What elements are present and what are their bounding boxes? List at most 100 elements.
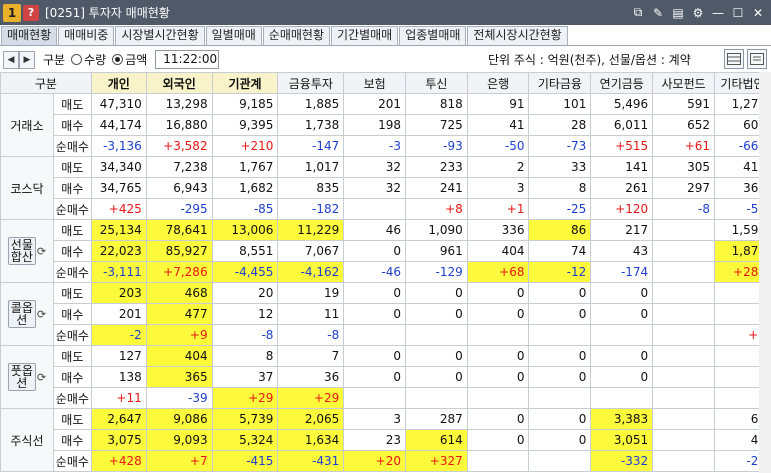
- group-cell[interactable]: 풋옵 션 ⟳: [0, 345, 54, 409]
- group-cell[interactable]: 콜옵 션 ⟳: [0, 282, 54, 346]
- table-cell: 78,641: [145, 219, 213, 241]
- table-cell: -3: [343, 135, 406, 157]
- export-icon[interactable]: [747, 49, 767, 69]
- gear-icon[interactable]: ⚙: [692, 5, 704, 20]
- table-row: 선물 합산 ⟳ 매도 25,134 78,641 13,006 11,229 46 1,090 33…: [0, 219, 771, 283]
- table-cell: +29: [211, 387, 279, 409]
- link-icon[interactable]: ⧉: [633, 5, 643, 19]
- table-cell: 13,298: [145, 93, 213, 115]
- vertical-scrollbar[interactable]: [759, 72, 771, 473]
- table-cell: 0: [466, 303, 530, 325]
- table-cell: -73: [528, 135, 592, 157]
- table-cell: +7,286: [145, 261, 213, 283]
- next-arrow-icon[interactable]: ▶: [19, 50, 35, 69]
- table-cell: -2: [90, 324, 147, 346]
- table-cell: 138: [90, 366, 147, 388]
- group-button[interactable]: 풋옵 션: [7, 363, 36, 391]
- refresh-icon[interactable]: ⟳: [36, 307, 47, 321]
- group-label: 코스닥: [10, 181, 44, 196]
- toolbar: ◀ ▶ 구분 수량 금액 11:22:00: [0, 47, 771, 72]
- column-header[interactable]: 기관계: [211, 72, 279, 94]
- prev-arrow-icon[interactable]: ◀: [3, 50, 19, 69]
- table-cell: 32: [343, 177, 406, 199]
- column-header[interactable]: 구분: [0, 72, 92, 94]
- table-cell: 0: [404, 282, 468, 304]
- column-header[interactable]: 금융투자: [277, 72, 345, 94]
- table-cell: 1,682: [211, 177, 279, 199]
- radio-amount[interactable]: 금액: [112, 51, 147, 68]
- tab-7[interactable]: 전체시장시간현황: [467, 26, 568, 45]
- tab-6[interactable]: 업종별매매: [399, 26, 467, 45]
- group-button[interactable]: 콜옵 션: [7, 300, 36, 328]
- table-cell: 25,134: [90, 219, 147, 241]
- column-header[interactable]: 투신: [404, 72, 468, 94]
- table-cell: -46: [343, 261, 406, 283]
- radio-quantity[interactable]: 수량: [71, 51, 106, 68]
- tab-3[interactable]: 일별매매: [205, 26, 262, 45]
- tab-4[interactable]: 순매매현황: [262, 26, 330, 45]
- minimize-icon[interactable]: —: [712, 5, 724, 20]
- refresh-icon[interactable]: ⟳: [36, 370, 47, 384]
- table-cell: 28: [528, 114, 592, 136]
- column-header[interactable]: 연기금등: [590, 72, 654, 94]
- time-input[interactable]: 11:22:00: [155, 50, 220, 69]
- column-header[interactable]: 개인: [90, 72, 147, 94]
- table-cell: -182: [277, 198, 345, 220]
- column-header[interactable]: 은행: [466, 72, 530, 94]
- table-view-icon[interactable]: [724, 49, 744, 69]
- table-cell: 3: [466, 177, 530, 199]
- close-icon[interactable]: ✕: [752, 5, 764, 20]
- column-header[interactable]: 외국인: [145, 72, 213, 94]
- table-cell: [652, 324, 716, 346]
- table-cell: -25: [528, 198, 592, 220]
- table-cell: 297: [652, 177, 716, 199]
- table-cell: 404: [466, 240, 530, 262]
- radio-amount-dot[interactable]: [112, 54, 124, 65]
- tab-1[interactable]: 매매비중: [58, 26, 115, 45]
- table-cell: +1: [466, 198, 530, 220]
- tab-2[interactable]: 시장별시간현황: [115, 26, 205, 45]
- table-cell: +210: [211, 135, 279, 157]
- tab-0[interactable]: 매매현황: [1, 26, 58, 45]
- column-header[interactable]: 보험: [343, 72, 406, 94]
- table-cell: 86: [528, 219, 592, 241]
- table-cell: [652, 450, 716, 472]
- table-cell: 7,238: [145, 156, 213, 178]
- table-cell: 2,065: [277, 408, 345, 430]
- column-header[interactable]: 사모펀드: [652, 72, 716, 94]
- table-cell: 11,229: [277, 219, 345, 241]
- table-cell: [404, 324, 468, 346]
- column-header[interactable]: 기타금융: [528, 72, 592, 94]
- table-cell: 0: [590, 282, 654, 304]
- tab-5[interactable]: 기간별매매: [331, 26, 399, 45]
- table-cell: -93: [404, 135, 468, 157]
- table-cell: 217: [590, 219, 654, 241]
- table-row: 매수1383653736000006: [1, 366, 771, 388]
- table-cell: +120: [590, 198, 654, 220]
- table-cell: 261: [590, 177, 654, 199]
- group-cell: 주식선: [0, 408, 54, 472]
- table-row: 순매수 +425 -295 -85 -182 +8 +1 -25 +120 -8 -54: [1, 198, 771, 220]
- group-cell[interactable]: 선물 합산 ⟳: [0, 219, 54, 283]
- table-cell: 44,174: [90, 114, 147, 136]
- help-icon[interactable]: ?: [23, 4, 39, 21]
- table-cell: +7: [145, 450, 213, 472]
- tab-bar: 매매현황 매매비중 시장별시간현황 일별매매 순매매현황 기간별매매 업종별매매 전체시장시간…: [0, 26, 771, 46]
- table-cell: -147: [277, 135, 345, 157]
- memo-icon[interactable]: ✎: [652, 5, 664, 20]
- table-cell: 0: [590, 345, 654, 367]
- refresh-icon[interactable]: ⟳: [36, 244, 47, 258]
- table-cell: 16,880: [145, 114, 213, 136]
- group-button[interactable]: 선물 합산: [7, 237, 36, 265]
- table-cell: 835: [277, 177, 345, 199]
- table-row: 매수 22,023 85,927 8,551 7,067 0 961 404 74 43 1,878: [1, 240, 771, 262]
- unit-text: 단위 주식 : 억원(천주), 선물/옵션 : 계약: [488, 53, 691, 67]
- table-cell: +428: [90, 450, 147, 472]
- radio-quantity-dot[interactable]: [71, 54, 83, 65]
- print-icon[interactable]: ▤: [672, 5, 684, 20]
- table-cell: +11: [90, 387, 147, 409]
- table-cell: -3,111: [90, 261, 147, 283]
- table-cell: 46: [343, 219, 406, 241]
- maximize-icon[interactable]: ☐: [732, 5, 744, 20]
- row-label: 순매수: [52, 261, 92, 283]
